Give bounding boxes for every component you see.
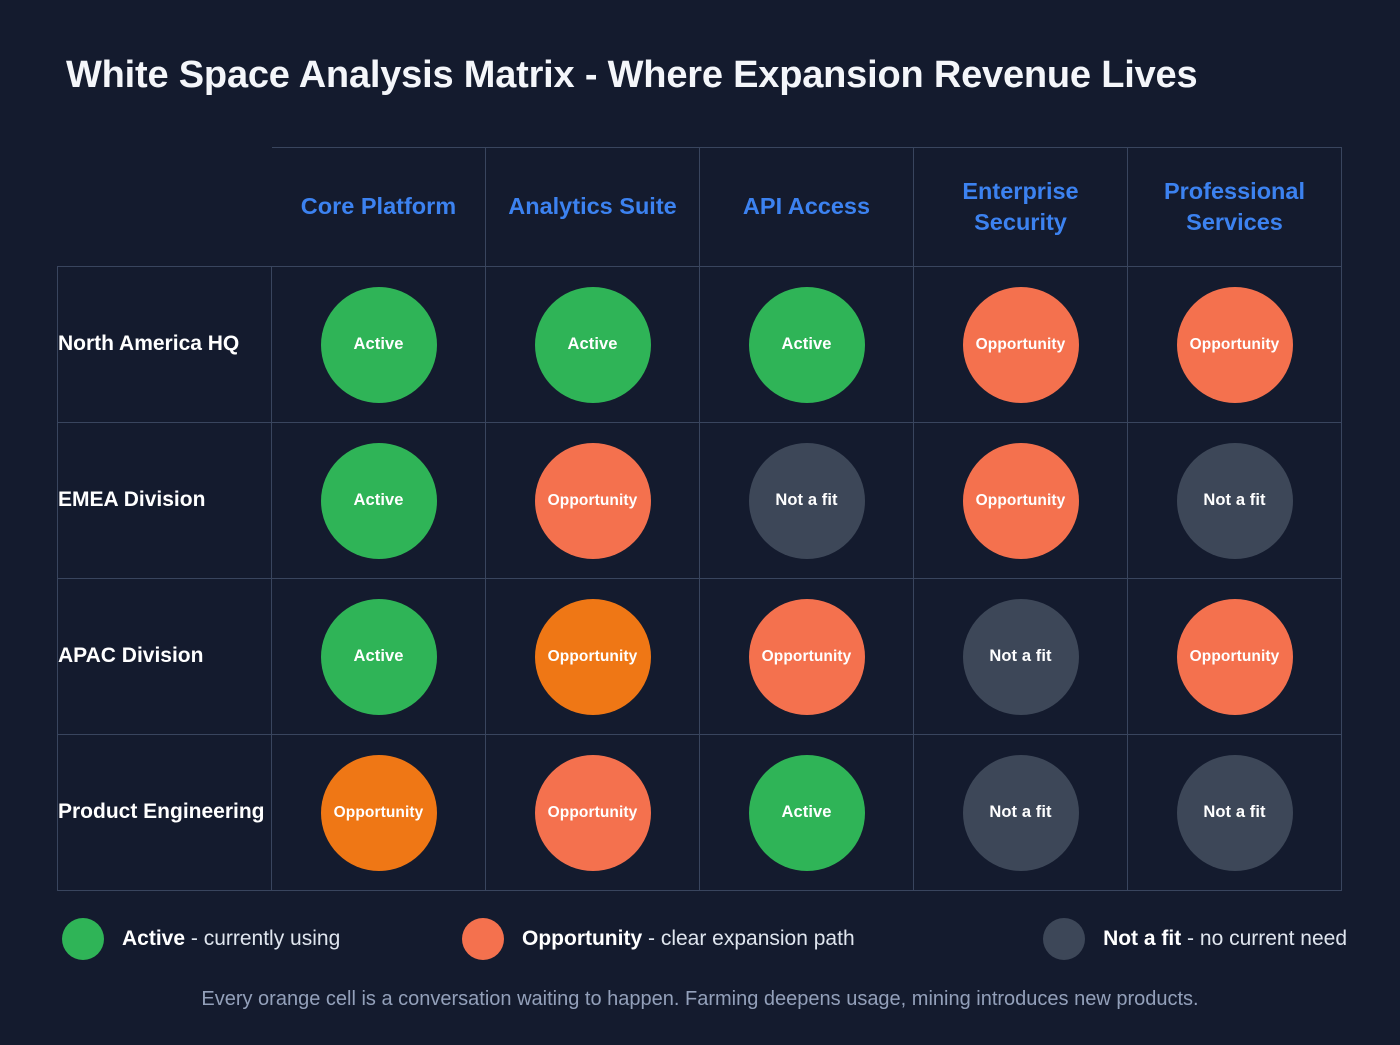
matrix-cell-r0-c1[interactable]: Active bbox=[485, 266, 700, 423]
legend-dot-icon bbox=[62, 918, 104, 960]
legend: Active - currently using Opportunity - cl… bbox=[62, 918, 1347, 960]
footer-caption: Every orange cell is a conversation wait… bbox=[201, 988, 1199, 1010]
status-bubble: Opportunity bbox=[534, 442, 651, 559]
column-header-core-platform: Core Platform bbox=[271, 147, 486, 267]
matrix-header-row-group: Core Platform Analytics Suite API Access… bbox=[57, 147, 1342, 267]
status-bubble: Not a fit bbox=[748, 442, 865, 559]
matrix-cell-r3-c3[interactable]: Not a fit bbox=[913, 734, 1128, 891]
status-bubble: Active bbox=[748, 754, 865, 871]
status-bubble: Active bbox=[320, 286, 437, 403]
matrix-cell-r2-c2[interactable]: Opportunity bbox=[699, 578, 914, 735]
matrix-cell-r1-c1[interactable]: Opportunity bbox=[485, 422, 700, 579]
column-header-analytics-suite: Analytics Suite bbox=[485, 147, 700, 267]
status-bubble: Active bbox=[534, 286, 651, 403]
matrix-cell-r1-c0[interactable]: Active bbox=[271, 422, 486, 579]
column-header-enterprise-security: Enterprise Security bbox=[913, 147, 1128, 267]
table-row: APAC Division Active Opportunity Opportunit… bbox=[57, 578, 1342, 735]
legend-term: Opportunity bbox=[522, 927, 643, 950]
matrix-cell-r3-c2[interactable]: Active bbox=[699, 734, 914, 891]
status-bubble: Not a fit bbox=[1176, 754, 1293, 871]
legend-separator: - bbox=[185, 927, 204, 950]
legend-description: no current need bbox=[1199, 927, 1347, 950]
status-bubble: Opportunity bbox=[534, 598, 651, 715]
legend-item-2: Not a fit - no current need bbox=[962, 918, 1347, 960]
table-row: North America HQ Active Active Active Opport… bbox=[57, 266, 1342, 423]
status-bubble: Active bbox=[320, 442, 437, 559]
row-header-0: North America HQ bbox=[57, 266, 272, 423]
page-title: White Space Analysis Matrix - Where Expa… bbox=[66, 54, 1198, 96]
table-row: Product Engineering Opportunity Opportunit… bbox=[57, 734, 1342, 891]
column-header-professional-services: Professional Services bbox=[1127, 147, 1342, 267]
status-bubble: Opportunity bbox=[534, 754, 651, 871]
legend-dot-icon bbox=[1043, 918, 1086, 960]
matrix-corner-cell bbox=[57, 147, 272, 267]
legend-description: currently using bbox=[203, 927, 341, 950]
status-bubble: Opportunity bbox=[962, 286, 1079, 403]
status-bubble: Opportunity bbox=[962, 442, 1079, 559]
matrix-cell-r3-c0[interactable]: Opportunity bbox=[271, 734, 486, 891]
table-row: EMEA Division Active Opportunity Not a fit O… bbox=[57, 422, 1342, 579]
legend-separator: - bbox=[1181, 927, 1200, 950]
matrix-cell-r1-c3[interactable]: Opportunity bbox=[913, 422, 1128, 579]
column-header-api-access: API Access bbox=[699, 147, 914, 267]
matrix-header-row: Core Platform Analytics Suite API Access… bbox=[57, 147, 1342, 267]
matrix-cell-r0-c4[interactable]: Opportunity bbox=[1127, 266, 1342, 423]
status-bubble: Not a fit bbox=[962, 598, 1079, 715]
row-header-2: APAC Division bbox=[57, 578, 272, 735]
matrix-cell-r3-c4[interactable]: Not a fit bbox=[1127, 734, 1342, 891]
matrix-cell-r1-c4[interactable]: Not a fit bbox=[1127, 422, 1342, 579]
legend-separator: - bbox=[642, 927, 661, 950]
legend-term: Not a fit bbox=[1103, 927, 1182, 950]
legend-dot-icon bbox=[462, 918, 504, 960]
matrix-cell-r2-c4[interactable]: Opportunity bbox=[1127, 578, 1342, 735]
matrix-cell-r0-c3[interactable]: Opportunity bbox=[913, 266, 1128, 423]
row-header-3: Product Engineering bbox=[57, 734, 272, 891]
matrix-cell-r1-c2[interactable]: Not a fit bbox=[699, 422, 914, 579]
status-bubble: Not a fit bbox=[962, 754, 1079, 871]
matrix-cell-r3-c1[interactable]: Opportunity bbox=[485, 734, 700, 891]
matrix-cell-r2-c3[interactable]: Not a fit bbox=[913, 578, 1128, 735]
legend-item-0: Active - currently using bbox=[62, 918, 462, 960]
status-bubble: Opportunity bbox=[320, 754, 437, 871]
legend-label: Not a fit - no current need bbox=[1103, 927, 1347, 951]
legend-description: clear expansion path bbox=[660, 927, 855, 950]
legend-term: Active bbox=[122, 927, 186, 950]
status-bubble: Not a fit bbox=[1176, 442, 1293, 559]
legend-label: Active - currently using bbox=[122, 927, 340, 951]
matrix-cell-r0-c0[interactable]: Active bbox=[271, 266, 486, 423]
legend-label: Opportunity - clear expansion path bbox=[522, 927, 855, 951]
status-bubble: Active bbox=[320, 598, 437, 715]
status-bubble: Active bbox=[748, 286, 865, 403]
matrix-cell-r2-c1[interactable]: Opportunity bbox=[485, 578, 700, 735]
status-bubble: Opportunity bbox=[1176, 598, 1293, 715]
matrix-cell-r0-c2[interactable]: Active bbox=[699, 266, 914, 423]
status-bubble: Opportunity bbox=[748, 598, 865, 715]
legend-item-1: Opportunity - clear expansion path bbox=[462, 918, 962, 960]
white-space-matrix-table: Core Platform Analytics Suite API Access… bbox=[57, 147, 1342, 891]
matrix-cell-r2-c0[interactable]: Active bbox=[271, 578, 486, 735]
status-bubble: Opportunity bbox=[1176, 286, 1293, 403]
matrix-body: North America HQ Active Active Active Opport… bbox=[57, 266, 1342, 891]
row-header-1: EMEA Division bbox=[57, 422, 272, 579]
